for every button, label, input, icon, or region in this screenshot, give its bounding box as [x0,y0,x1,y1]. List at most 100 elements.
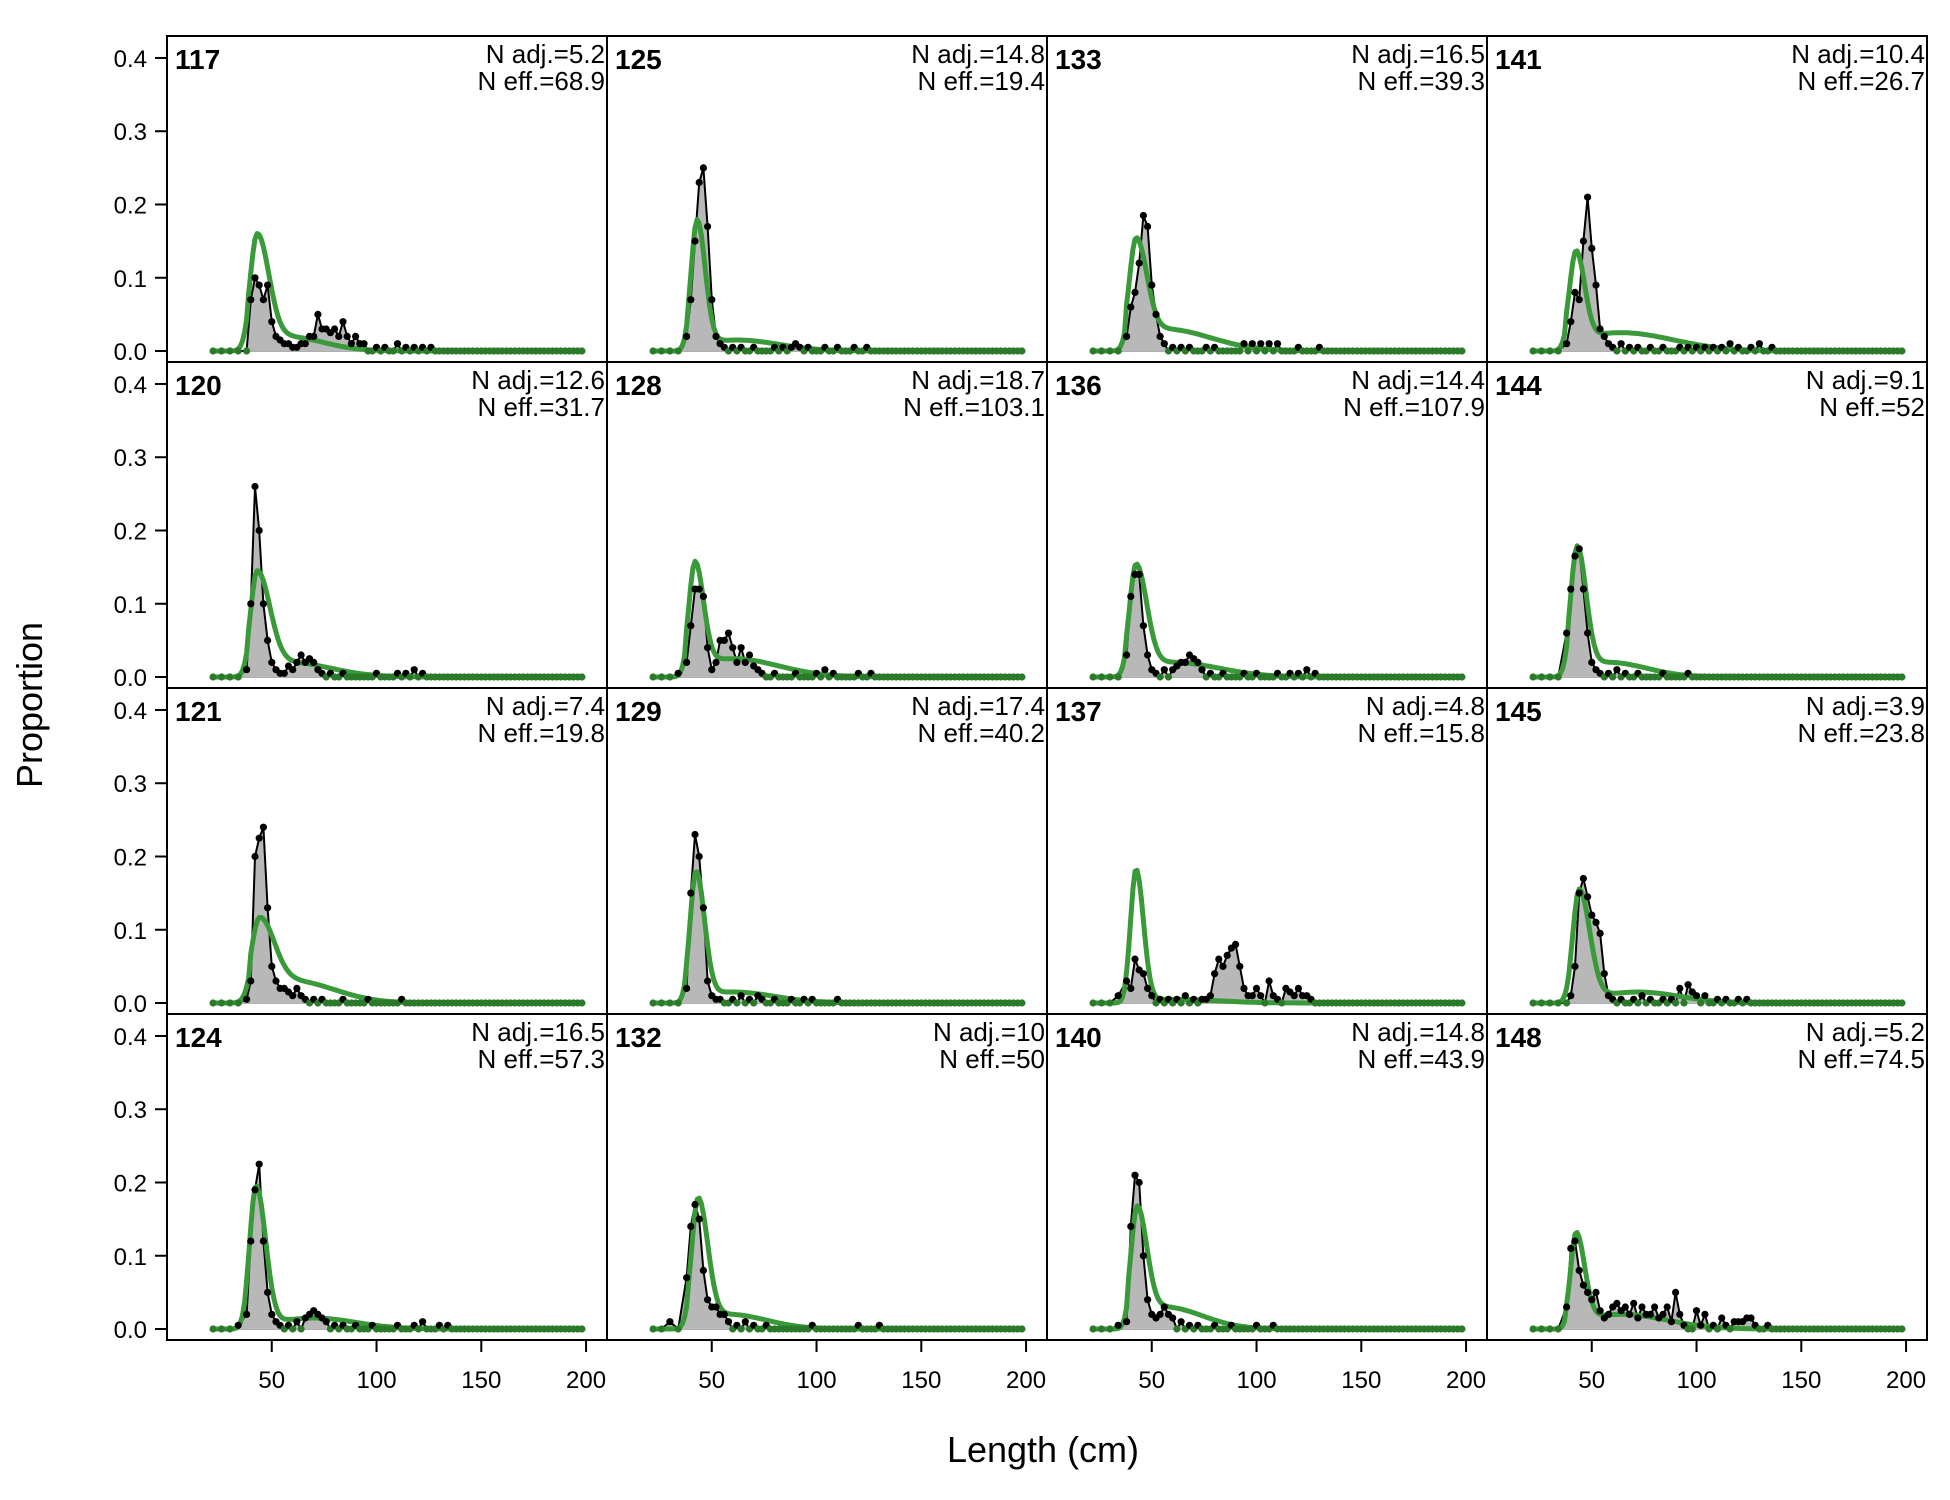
n-eff-label: N eff.=107.9 [1343,392,1485,422]
zero-point [234,999,242,1007]
observed-point [687,296,695,304]
zero-point [406,673,414,681]
observed-point [1219,962,1227,971]
zero-point [1529,347,1537,355]
zero-point [1634,999,1642,1007]
y-axis-title: Proportion [9,622,50,788]
zero-point [674,347,682,355]
observed-point [683,332,691,340]
observed-point [687,622,695,630]
n-eff-label: N eff.=50 [939,1044,1045,1074]
observed-point [1123,977,1131,985]
n-adj-label: N adj.=16.5 [471,1017,605,1047]
x-tick-label: 150 [1781,1367,1821,1394]
observed-point [666,1318,674,1326]
observed-point [1194,658,1202,667]
zero-point [1252,347,1261,355]
zero-point [1554,347,1562,355]
zero-point [666,999,674,1007]
y-tick-label: 0.3 [114,119,147,146]
observed-point [264,904,272,912]
observed-point [1684,981,1692,989]
y-tick-label: 0.3 [114,1097,147,1124]
observed-point [1252,984,1261,993]
n-adj-label: N adj.=5.2 [486,39,605,69]
observed-point [310,332,318,340]
panel-year-label: 148 [1495,1022,1542,1053]
panel-121: 121 N adj.=7.4N eff.=19.8 [166,687,608,1015]
y-tick-label: 0.2 [114,518,147,545]
observed-point [247,1237,255,1245]
observed-point [247,296,255,304]
zero-point [1713,1325,1722,1333]
observed-point [1634,1314,1642,1322]
observed-point [1571,962,1579,971]
zero-point [1097,347,1106,355]
observed-point [310,658,318,667]
observed-point [1215,955,1223,963]
n-eff-label: N eff.=57.3 [478,1044,605,1074]
observed-area [213,1164,582,1329]
observed-point [259,600,267,608]
panel-year-label: 136 [1055,370,1102,401]
y-tick-label: 0.1 [114,592,147,619]
panel-148: 148 N adj.=5.2N eff.=74.5 [1486,1013,1928,1341]
n-adj-label: N adj.=9.1 [1806,365,1925,395]
n-eff-label: N eff.=15.8 [1358,718,1485,748]
zero-point [234,347,242,355]
panel-year-label: 121 [175,696,222,727]
n-adj-label: N adj.=4.8 [1366,691,1485,721]
zero-point [234,673,242,681]
zero-point [1722,347,1730,355]
observed-point [821,666,829,674]
zero-point [1177,999,1185,1007]
zero-point [209,999,217,1007]
zero-point [1898,999,1906,1007]
observed-point [737,644,745,652]
observed-point [1127,1222,1135,1230]
n-adj-label: N adj.=17.4 [911,691,1045,721]
y-tick-label: 0.1 [114,918,147,945]
observed-point [1592,281,1600,289]
observed-point [255,834,263,842]
observed-area [213,486,582,677]
observed-point [1114,1321,1122,1329]
observed-area [1093,574,1462,677]
zero-point [1089,347,1097,355]
observed-point [1160,1303,1168,1311]
zero-point [1529,673,1537,681]
observed-point [1223,951,1231,960]
observed-point [712,658,720,667]
zero-point [1688,1325,1696,1333]
panel-year-label: 120 [175,370,222,401]
n-adj-label: N adj.=12.6 [471,365,605,395]
zero-point [1554,1325,1562,1333]
y-tick-label: 0.4 [114,372,147,399]
observed-point [691,830,699,839]
zero-point [1546,1325,1554,1333]
observed-point [1206,992,1214,1000]
zero-point [1106,1325,1114,1333]
observed-point [699,164,708,172]
observed-point [1127,592,1135,601]
observed-point [1625,1310,1634,1318]
observed-point [301,340,309,348]
observed-point [247,977,255,985]
observed-point [1139,1252,1147,1260]
observed-point [419,1318,427,1326]
x-tick-label: 200 [1006,1367,1046,1394]
panel-129: 129 N adj.=17.4N eff.=40.2 [606,687,1048,1015]
n-eff-label: N eff.=103.1 [903,392,1045,422]
observed-point [1152,310,1160,318]
observed-point [335,332,343,340]
n-adj-label: N adj.=14.4 [1351,365,1485,395]
observed-point [683,984,691,993]
observed-point [691,1200,699,1209]
observed-point [1135,1178,1143,1187]
zero-point [1114,673,1122,681]
observed-area [653,589,1022,677]
zero-point [578,999,586,1007]
observed-point [1257,340,1265,348]
panel-137: 137 N adj.=4.8N eff.=15.8 [1046,687,1488,1015]
